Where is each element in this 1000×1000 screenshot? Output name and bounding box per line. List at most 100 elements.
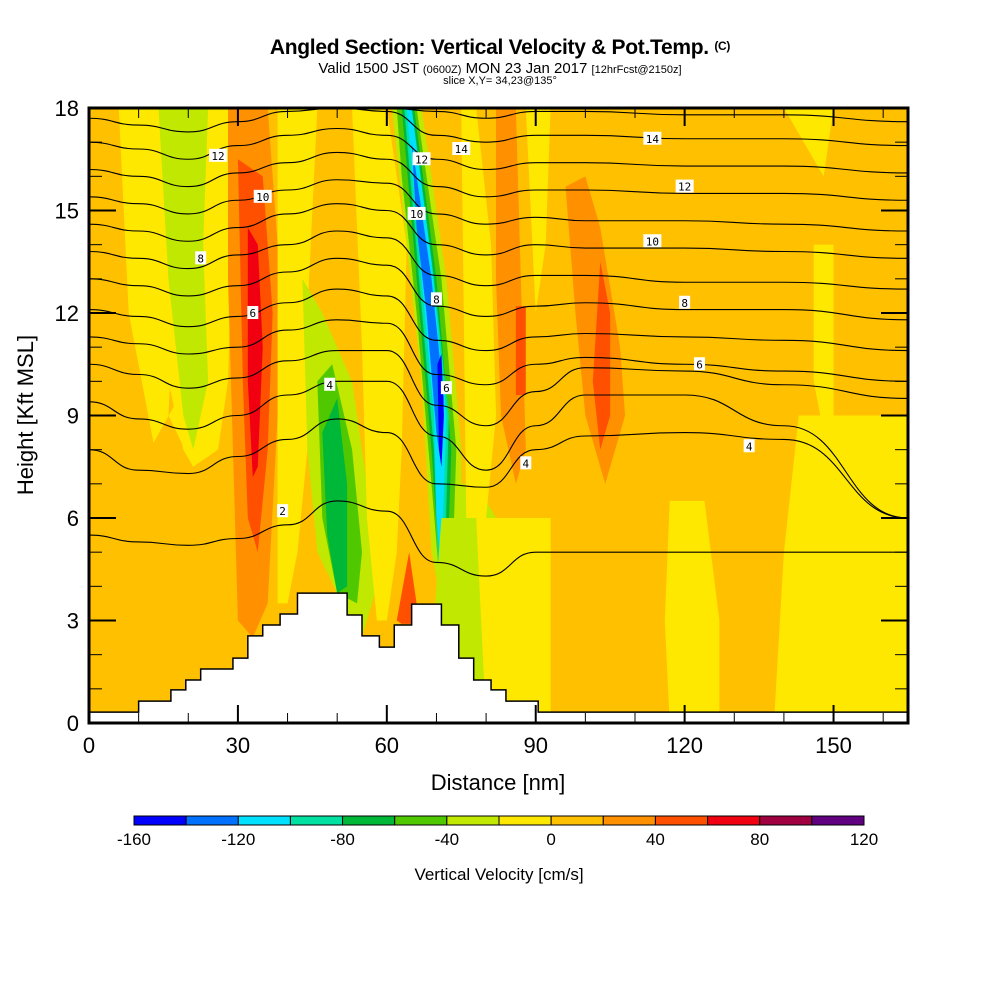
contour-label: 6 [247, 306, 259, 320]
contour-label-text: 6 [249, 307, 256, 320]
forecast-info: [12hrFcst@2150z] [591, 64, 682, 76]
isentrope-13 [89, 127, 908, 174]
contour-label-box [452, 142, 471, 155]
colorbar-label: Vertical Velocity [cm/s] [414, 865, 583, 884]
contour-label-text: 10 [410, 208, 423, 221]
contour-label: 14 [452, 142, 471, 156]
y-tick-label: 6 [67, 506, 79, 531]
colorbar-tick-label: 40 [646, 830, 665, 849]
chart-subtitle: Valid 1500 JST (0600Z) MON 23 Jan 2017 [… [0, 60, 1000, 77]
isentrope-11 [89, 179, 908, 232]
slice-info: slice X,Y= 34,23@135° [443, 75, 557, 87]
field-region-rise-40-60 [515, 306, 526, 395]
isentrope-14 [89, 108, 908, 147]
colorbar-tick-label: 120 [850, 830, 878, 849]
x-axis-label: Distance [nm] [431, 770, 566, 795]
colorbar-tick-label: 0 [546, 830, 555, 849]
contour-label-box [324, 377, 336, 391]
field-region-weak-sink [525, 108, 551, 313]
contour-label-text: 2 [279, 505, 286, 518]
field-region-sink-20-40 [158, 108, 209, 450]
contour-label: 10 [643, 234, 662, 248]
isentrope-3 [89, 418, 908, 519]
contour-label-text: 10 [256, 191, 269, 204]
y-tick-label: 18 [55, 96, 79, 121]
contour-label-text: 12 [415, 153, 428, 166]
colorbar: -160 -120 -80 -40 0 40 80 120 [117, 815, 878, 849]
contour-label-box [675, 179, 694, 193]
title-units: (C) [714, 39, 731, 53]
y-tick-label: 12 [55, 301, 79, 326]
colorbar-swatch [394, 815, 448, 826]
isentrope-12 [89, 151, 908, 201]
field-region-rise-60-80 [247, 227, 263, 477]
contour-label-text: 4 [326, 379, 333, 392]
contour-label: 6 [694, 357, 706, 371]
contour-label: 12 [675, 179, 694, 194]
colorbar-tick-label: 80 [750, 830, 769, 849]
contour-label-text: 12 [211, 150, 224, 163]
field-region-weak-sink [783, 108, 834, 177]
contour-label: 4 [520, 456, 532, 470]
contour-label: 4 [743, 439, 755, 453]
isentrope-contours [89, 108, 908, 577]
terrain-profile [89, 592, 908, 723]
colorbar-swatch [654, 815, 709, 826]
contour-label-box [643, 234, 662, 248]
contour-label-box [694, 357, 706, 371]
field-region-weak-sink [352, 108, 407, 621]
x-tick-label: 120 [666, 733, 703, 758]
contour-label-text: 6 [696, 358, 703, 371]
contour-labels: 12 10 8 6 4 2 12 14 10 8 6 4 14 12 10 8 6 4 [195, 131, 755, 518]
colorbar-swatch [759, 815, 813, 826]
valid-utc: (0600Z) [422, 64, 462, 76]
title-text: Angled Section: Vertical Velocity & Pot.… [269, 36, 709, 59]
contour-label-text: 12 [678, 181, 691, 194]
contour-label-text: 4 [746, 440, 753, 453]
colorbar-swatch [811, 815, 865, 826]
y-tick-label: 15 [55, 199, 79, 224]
colorbar-swatch [602, 815, 656, 826]
contour-label-box [209, 148, 228, 162]
contour-label-box [430, 292, 442, 306]
colorbar-swatch [498, 815, 552, 826]
field-region-weak-sink [461, 108, 497, 518]
axes: 0 30 60 90 120 150 0 3 6 9 12 15 18 [55, 96, 908, 758]
isentrope-7 [89, 288, 908, 352]
colorbar-tick-label: -80 [330, 830, 355, 849]
colorbar-tick-label: -120 [221, 830, 255, 849]
contour-label-box [253, 189, 272, 203]
colorbar-swatch [237, 815, 291, 826]
field-region-weak-sink [476, 518, 551, 723]
y-tick-label: 9 [67, 404, 79, 429]
x-tick-label: 150 [815, 733, 852, 758]
contour-label-box [440, 381, 452, 395]
contour-label-box [743, 439, 755, 453]
valid-date: MON 23 Jan 2017 [465, 60, 588, 77]
y-tick-label: 3 [67, 609, 79, 634]
isentrope-10 [89, 203, 908, 259]
colorbar-swatch [342, 815, 396, 826]
colorbar-swatch [185, 815, 239, 826]
contour-label: 12 [209, 148, 228, 163]
x-tick-label: 90 [523, 733, 547, 758]
contour-label-text: 4 [522, 457, 529, 470]
isentrope-6 [89, 319, 908, 386]
x-tick-label: 30 [226, 733, 250, 758]
field-region-weak-sink [813, 244, 834, 433]
contour-label-text: 14 [646, 133, 660, 146]
contour-label: 14 [643, 131, 662, 146]
contour-label-box [407, 206, 426, 220]
contour-label: 8 [679, 295, 691, 310]
contour-label-text: 6 [443, 382, 450, 395]
colorbar-swatch [446, 815, 500, 826]
contour-label-box [412, 152, 431, 166]
terrain [89, 592, 908, 723]
isentrope-8 [89, 257, 908, 321]
isentrope-2 [89, 500, 908, 577]
field-region-weak-sink [277, 108, 318, 604]
isentrope-4 [89, 380, 908, 519]
colorbar-swatch [133, 815, 187, 826]
x-tick-label: 0 [83, 733, 95, 758]
